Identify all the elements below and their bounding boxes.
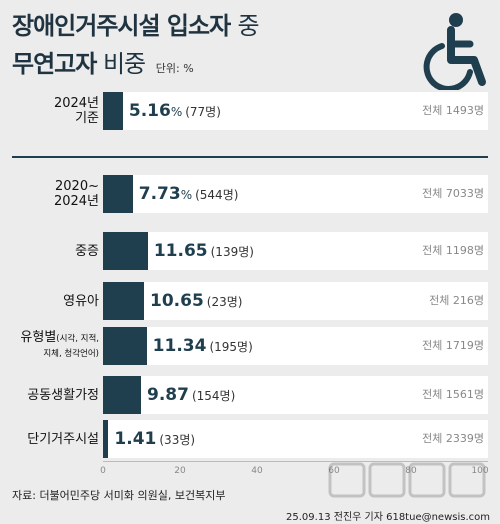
category-label-line: 단기거주시설: [27, 431, 99, 447]
x-tick-label: 80: [405, 466, 417, 476]
x-tick-label: 0: [100, 466, 106, 476]
category-label: 2020~ 2024년: [0, 175, 99, 213]
row-background: [103, 92, 488, 130]
category-label: 공동생활가정: [0, 376, 99, 414]
x-axis: [103, 461, 488, 462]
category-label-line: 공동생활가정: [27, 387, 99, 403]
count-label: (544명): [195, 188, 239, 202]
section-divider: [12, 156, 488, 158]
count-label: (195명): [209, 340, 253, 354]
value-label: 11.65 (139명): [154, 232, 254, 271]
category-label: 중증: [0, 232, 99, 270]
category-label-line: 2024년: [53, 96, 99, 111]
value-number: 1.41: [114, 429, 157, 449]
value-number: 11.34: [152, 336, 207, 356]
count-label: (23명): [206, 295, 243, 309]
row-background: [103, 282, 488, 320]
value-number: 5.16: [128, 101, 171, 121]
percent-sign: %: [170, 105, 183, 119]
value-label: 9.87 (154명): [147, 376, 235, 415]
total-label: 전체 7033명: [422, 187, 484, 200]
total-label: 전체 1561명: [422, 388, 484, 401]
bar: [103, 232, 148, 270]
category-label: 영유아: [0, 282, 99, 320]
title2-light-part: 비중: [102, 50, 146, 78]
x-tick-label: 40: [251, 466, 263, 476]
count-label: (77명): [185, 105, 221, 119]
byline: 25.09.13 전진우 기자 618tue@newsis.com: [286, 512, 490, 523]
category-label-line: 2024년: [53, 194, 99, 209]
value-label: 11.34 (195명): [153, 327, 253, 366]
value-label: 7.73% (544명): [139, 175, 239, 214]
total-label: 전체 1719명: [422, 339, 484, 352]
row-background: [103, 175, 488, 213]
newsis-watermark-logo: [328, 462, 486, 498]
bar: [103, 282, 144, 320]
count-label: (154명): [191, 389, 236, 403]
value-label: 5.16% (77명): [129, 92, 221, 131]
category-label-line: (시각, 지적,: [56, 334, 99, 344]
count-label: (33명): [159, 433, 196, 447]
row-background: [103, 327, 488, 365]
category-label-line: 2020~: [55, 179, 99, 194]
chart-title-line1: 장애인거주시설 입소자 중: [12, 6, 260, 41]
x-tick-label: 20: [174, 466, 186, 476]
bar: [103, 376, 141, 414]
source-note: 자료: 더불어민주당 서미화 의원실, 보건복지부: [12, 489, 226, 502]
bar: [103, 92, 123, 130]
value-label: 10.65 (23명): [150, 282, 242, 321]
value-label: 1.41 (33명): [114, 420, 195, 459]
wheelchair-icon: [423, 13, 486, 90]
value-number: 11.65: [153, 241, 208, 261]
percent-sign: %: [180, 188, 193, 202]
x-tick-label: 100: [471, 466, 489, 476]
value-number: 9.87: [146, 385, 189, 405]
bar: [103, 420, 109, 458]
unit-label: 단위: %: [155, 62, 194, 75]
category-label: 2024년 기준: [0, 92, 99, 130]
x-tick-label: 60: [328, 466, 340, 476]
total-label: 전체 216명: [429, 294, 484, 307]
chart-title-line2: 무연고자 비중 단위: %: [12, 44, 194, 79]
value-number: 10.65: [150, 291, 204, 311]
bar: [103, 327, 147, 365]
category-label-line: 지체, 청각언어): [43, 349, 99, 359]
title-bold-part: 장애인거주시설 입소자: [12, 12, 231, 40]
title2-bold-part: 무연고자: [12, 50, 97, 78]
total-label: 전체 1493명: [422, 104, 484, 117]
category-label-line: 기준: [75, 111, 99, 126]
category-label-line: 유형별: [20, 330, 57, 345]
category-label-line: 중증: [75, 243, 99, 259]
category-label-line: 영유아: [63, 293, 99, 309]
bar: [103, 175, 133, 213]
value-number: 7.73: [138, 184, 181, 204]
row-background: [103, 420, 488, 458]
category-label: 유형별(시각, 지적, 지체, 청각언어): [0, 327, 99, 365]
row-background: [103, 376, 488, 414]
total-label: 전체 1198명: [422, 244, 484, 257]
category-label: 단기거주시설: [0, 420, 99, 458]
count-label: (139명): [210, 245, 254, 259]
title-light-part: 중: [237, 12, 260, 40]
row-background: [103, 232, 488, 270]
total-label: 전체 2339명: [422, 432, 484, 445]
